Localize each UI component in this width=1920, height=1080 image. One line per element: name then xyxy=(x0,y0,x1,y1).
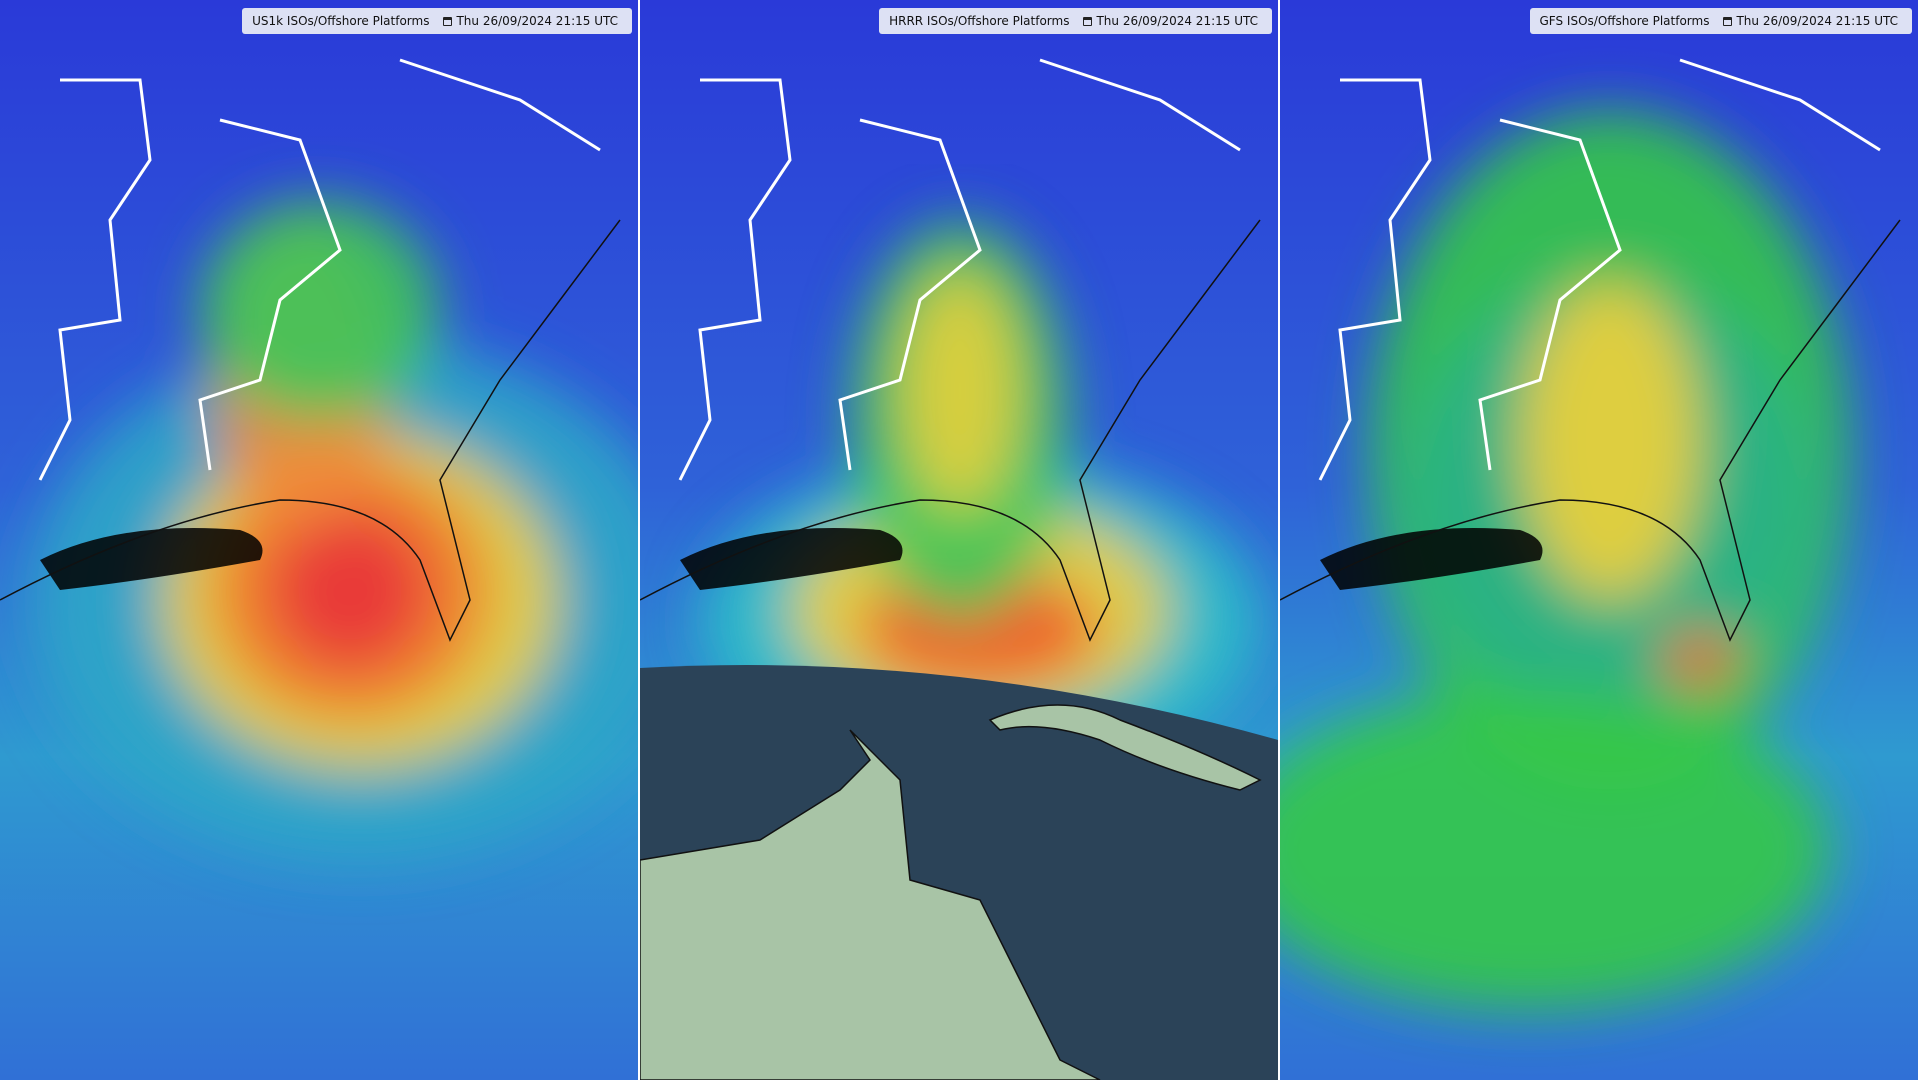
precip-blob xyxy=(1280,690,1830,1010)
map-panel: GFS ISOs/Offshore Platforms Thu 26/09/202… xyxy=(1280,0,1918,1080)
map-canvas xyxy=(0,0,638,1080)
land-cuba xyxy=(988,704,1262,791)
calendar-icon xyxy=(1723,16,1733,26)
iso-boundary xyxy=(38,58,601,481)
platforms-cluster xyxy=(1320,528,1543,590)
timestamp-group: Thu 26/09/2024 21:15 UTC xyxy=(1723,14,1898,28)
map-canvas xyxy=(1280,0,1918,1080)
timestamp: Thu 26/09/2024 21:15 UTC xyxy=(1736,14,1898,28)
precip-field xyxy=(30,200,638,860)
panel-header: US1k ISOs/Offshore Platforms Thu 26/09/20… xyxy=(242,8,632,34)
precip-blob xyxy=(270,510,430,670)
precip-blob xyxy=(900,270,1020,510)
panel-header: HRRR ISOs/Offshore Platforms Thu 26/09/20… xyxy=(879,8,1272,34)
land-central-america xyxy=(640,729,1101,1080)
precip-blob xyxy=(200,200,440,420)
precip-field xyxy=(1280,110,1850,1010)
calendar-icon xyxy=(1083,16,1093,26)
panel-header: GFS ISOs/Offshore Platforms Thu 26/09/202… xyxy=(1529,8,1912,34)
coastline xyxy=(640,219,1261,642)
map-panel: HRRR ISOs/Offshore Platforms Thu 26/09/20… xyxy=(640,0,1278,1080)
platforms-cluster xyxy=(680,528,903,590)
map-panel: US1k ISOs/Offshore Platforms Thu 26/09/20… xyxy=(0,0,638,1080)
calendar-icon xyxy=(443,16,453,26)
map-canvas xyxy=(640,0,1278,1080)
platforms-cluster xyxy=(40,528,263,590)
panel-label: HRRR ISOs/Offshore Platforms xyxy=(889,14,1070,28)
iso-boundary xyxy=(1318,58,1881,481)
timestamp: Thu 26/09/2024 21:15 UTC xyxy=(456,14,618,28)
timestamp: Thu 26/09/2024 21:15 UTC xyxy=(1096,14,1258,28)
precip-blob xyxy=(1660,630,1740,690)
precip-blob xyxy=(1520,280,1700,600)
iso-boundary xyxy=(678,58,1241,481)
timestamp-group: Thu 26/09/2024 21:15 UTC xyxy=(1083,14,1258,28)
timestamp-group: Thu 26/09/2024 21:15 UTC xyxy=(443,14,618,28)
panel-label: GFS ISOs/Offshore Platforms xyxy=(1539,14,1710,28)
coastline xyxy=(1280,219,1901,642)
coastline xyxy=(0,219,621,642)
panel-label: US1k ISOs/Offshore Platforms xyxy=(252,14,430,28)
